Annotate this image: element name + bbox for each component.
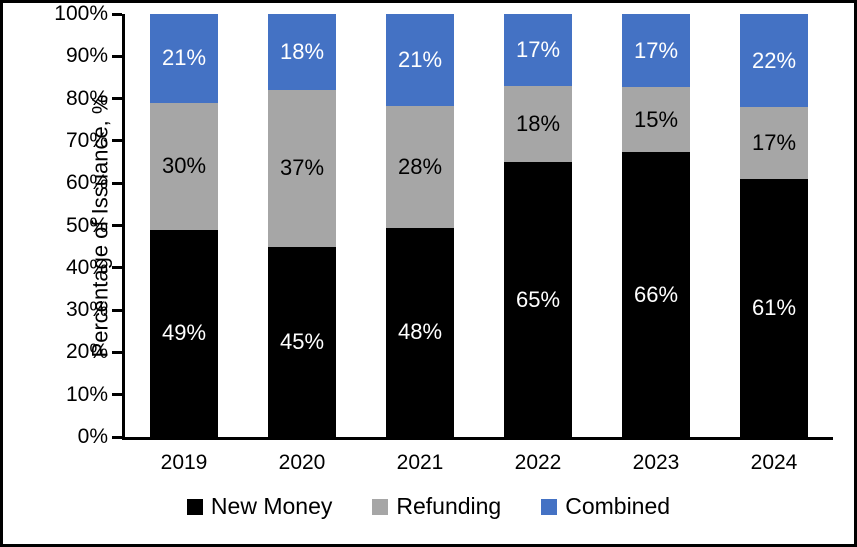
segment-new-money-2021: 48% xyxy=(386,227,454,437)
stacked-bar-2022: 17% 18% 65% xyxy=(504,14,572,437)
x-category-label-2023: 2023 xyxy=(632,451,680,474)
segment-combined-2021: 21% xyxy=(386,14,454,106)
legend: New Money Refunding Combined xyxy=(3,493,854,520)
segment-refunding-2023: 15% xyxy=(622,87,690,153)
segment-value-label: 15% xyxy=(633,106,679,132)
y-tick-mark xyxy=(112,224,122,227)
segment-value-label: 45% xyxy=(279,328,325,354)
segment-refunding-2024: 17% xyxy=(740,107,808,179)
segment-value-label: 22% xyxy=(751,47,797,73)
y-tick-label: 80% xyxy=(65,86,108,110)
segment-combined-2023: 17% xyxy=(622,14,690,88)
y-tick-mark xyxy=(112,350,122,354)
segment-combined-2019: 21% xyxy=(150,14,218,103)
segment-value-label: 48% xyxy=(397,319,443,345)
y-tick-label: 30% xyxy=(65,298,108,322)
y-tick-mark xyxy=(112,12,122,16)
y-tick-mark xyxy=(112,97,122,101)
y-tick-mark xyxy=(112,139,122,143)
y-tick-label: 60% xyxy=(65,171,108,195)
segment-value-label: 66% xyxy=(633,281,679,307)
bar-slot-2021: 21% 28% 48% xyxy=(361,14,479,437)
y-tick-mark xyxy=(112,393,122,397)
segment-value-label: 28% xyxy=(397,153,443,179)
segment-refunding-2021: 28% xyxy=(386,105,454,228)
stacked-bar-2021: 21% 28% 48% xyxy=(386,14,454,437)
y-tick-mark xyxy=(112,266,122,270)
plot-area: 0% 10% 20% 30% 40% 50% 60% 70% 80% 90% 100% 21% 30%… xyxy=(54,3,833,448)
legend-item-refunding: Refunding xyxy=(372,493,501,520)
segment-value-label: 30% xyxy=(161,153,207,179)
segment-value-label: 49% xyxy=(161,320,207,346)
x-category-label-2019: 2019 xyxy=(160,451,208,474)
y-tick-label: 100% xyxy=(54,2,108,25)
y-tick-mark xyxy=(112,435,122,439)
segment-value-label: 17% xyxy=(751,130,797,155)
segment-new-money-2023: 66% xyxy=(622,152,690,437)
legend-swatch-icon xyxy=(186,498,203,515)
y-tick-label: 20% xyxy=(65,340,108,364)
stacked-bar-2024: 22% 17% 61% xyxy=(740,14,808,437)
segment-new-money-2024: 61% xyxy=(740,178,808,437)
segment-new-money-2019: 49% xyxy=(150,229,218,437)
stacked-bar-2020: 18% 37% 45% xyxy=(268,14,336,437)
y-axis-line xyxy=(122,14,125,437)
segment-new-money-2022: 65% xyxy=(504,162,572,437)
segment-combined-2020: 18% xyxy=(268,14,336,91)
legend-label: Refunding xyxy=(396,493,502,519)
bars-container: 21% 30% 49% 18% 37% 45% 21% 28% 48% 17% 18% 65% 17% 1… xyxy=(125,14,833,437)
x-category-label-2022: 2022 xyxy=(514,451,562,474)
segment-value-label: 65% xyxy=(515,286,561,312)
bar-slot-2020: 18% 37% 45% xyxy=(243,14,361,437)
y-tick-mark xyxy=(112,181,122,185)
segment-refunding-2020: 37% xyxy=(268,90,336,247)
segment-value-label: 18% xyxy=(515,110,561,136)
x-category-label-2024: 2024 xyxy=(750,451,798,474)
x-category-label-2021: 2021 xyxy=(396,451,444,474)
segment-new-money-2020: 45% xyxy=(268,246,336,437)
legend-label: Combined xyxy=(565,493,671,519)
segment-combined-2022: 17% xyxy=(504,14,572,86)
segment-value-label: 18% xyxy=(279,39,325,65)
bar-slot-2024: 22% 17% 61% xyxy=(715,14,833,437)
y-tick-label: 50% xyxy=(65,213,108,237)
bar-slot-2019: 21% 30% 49% xyxy=(125,14,243,437)
segment-value-label: 21% xyxy=(397,46,443,72)
legend-swatch-icon xyxy=(372,498,389,515)
segment-value-label: 17% xyxy=(515,36,561,62)
legend-item-combined: Combined xyxy=(541,493,670,520)
legend-item-new-money: New Money xyxy=(186,493,333,520)
bar-slot-2022: 17% 18% 65% xyxy=(479,14,597,437)
y-tick-label: 70% xyxy=(65,128,108,152)
x-category-label-2020: 2020 xyxy=(278,451,326,474)
segment-value-label: 37% xyxy=(279,155,325,181)
y-tick-label: 40% xyxy=(65,255,108,279)
y-tick-label: 10% xyxy=(65,382,108,406)
x-axis-line xyxy=(122,437,833,440)
segment-value-label: 21% xyxy=(161,45,207,71)
segment-refunding-2019: 30% xyxy=(150,102,218,230)
legend-swatch-icon xyxy=(541,498,558,515)
segment-refunding-2022: 18% xyxy=(504,85,572,163)
stacked-bar-2019: 21% 30% 49% xyxy=(150,14,218,437)
y-tick-mark xyxy=(112,308,122,312)
bar-slot-2023: 17% 15% 66% xyxy=(597,14,715,437)
stacked-bar-2023: 17% 15% 66% xyxy=(622,14,690,437)
y-tick-label: 90% xyxy=(65,44,108,68)
segment-combined-2024: 22% xyxy=(740,14,808,108)
y-tick-mark xyxy=(112,54,122,58)
legend-label: New Money xyxy=(210,493,333,519)
segment-value-label: 17% xyxy=(633,37,679,63)
segment-value-label: 61% xyxy=(751,294,797,320)
y-tick-label: 0% xyxy=(77,425,108,448)
x-axis-category-labels: 2019 2020 2021 2022 2023 2024 xyxy=(125,451,833,475)
